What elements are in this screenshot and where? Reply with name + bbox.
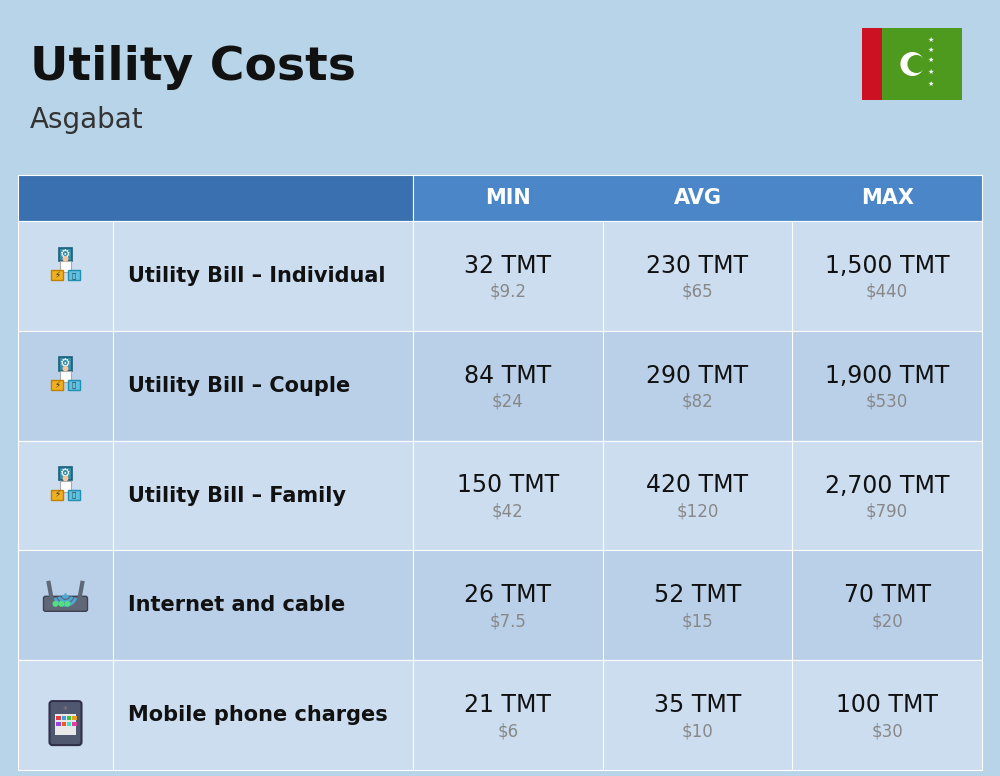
Text: Utility Bill – Family: Utility Bill – Family [128,486,346,505]
Text: 52 TMT: 52 TMT [654,584,741,608]
Text: Utility Bill – Individual: Utility Bill – Individual [128,266,386,286]
Circle shape [63,365,68,372]
Bar [56,715,61,720]
Text: $42: $42 [492,503,524,521]
Text: ⚙: ⚙ [60,467,71,480]
Circle shape [907,55,925,73]
Text: 70 TMT: 70 TMT [844,584,931,608]
FancyBboxPatch shape [50,701,82,745]
Text: $530: $530 [866,393,908,411]
Bar [68,380,80,390]
Bar [68,490,80,500]
Text: ★: ★ [927,81,934,87]
Text: $9.2: $9.2 [489,283,526,301]
Circle shape [63,476,68,481]
Text: $20: $20 [871,612,903,630]
Circle shape [58,601,64,607]
Bar [67,715,71,720]
Text: $30: $30 [871,722,903,740]
Text: 100 TMT: 100 TMT [836,693,938,717]
Bar [60,371,71,382]
Bar [413,175,982,221]
Text: $7.5: $7.5 [489,612,526,630]
Text: $790: $790 [866,503,908,521]
Bar [18,175,413,221]
Circle shape [52,601,58,607]
Bar [18,221,982,331]
Text: $15: $15 [682,612,713,630]
Text: Asgabat: Asgabat [30,106,144,134]
Bar [55,715,76,736]
Bar [18,331,982,441]
Bar [862,28,882,100]
Text: Internet and cable: Internet and cable [128,595,345,615]
Text: ⚙: ⚙ [60,248,71,261]
Text: 150 TMT: 150 TMT [457,473,559,497]
Bar [862,28,962,100]
Bar [18,441,982,550]
Text: 230 TMT: 230 TMT [646,254,749,278]
Bar [60,262,71,272]
Text: 2,700 TMT: 2,700 TMT [825,473,949,497]
Bar [72,715,77,720]
Circle shape [63,256,68,262]
Text: $82: $82 [682,393,713,411]
Circle shape [64,593,67,595]
Circle shape [64,706,67,709]
Text: ★: ★ [927,47,934,53]
Bar [56,722,61,726]
Text: 26 TMT: 26 TMT [464,584,551,608]
Text: $440: $440 [866,283,908,301]
Text: Utility Bill – Couple: Utility Bill – Couple [128,376,350,396]
Text: ⚡: ⚡ [54,380,60,390]
Circle shape [900,52,924,76]
Text: 1,900 TMT: 1,900 TMT [825,364,949,388]
Bar [59,467,72,480]
Text: 84 TMT: 84 TMT [464,364,551,388]
Bar [18,550,982,660]
Circle shape [64,601,70,607]
Text: $65: $65 [682,283,713,301]
Text: AVG: AVG [674,188,722,208]
Bar [59,248,72,261]
Text: 290 TMT: 290 TMT [646,364,749,388]
Text: $120: $120 [676,503,719,521]
Bar [68,270,80,280]
Text: 🚰: 🚰 [72,491,76,498]
Text: ★: ★ [927,57,934,63]
Text: 32 TMT: 32 TMT [464,254,551,278]
Text: 🚰: 🚰 [72,382,76,388]
Text: $6: $6 [497,722,518,740]
Bar [62,722,66,726]
Text: Utility Costs: Utility Costs [30,46,356,91]
Text: MIN: MIN [485,188,531,208]
FancyBboxPatch shape [44,596,88,611]
Bar [51,380,63,390]
Text: 🚰: 🚰 [72,272,76,279]
Text: ★: ★ [927,69,934,75]
Text: 1,500 TMT: 1,500 TMT [825,254,949,278]
Text: $10: $10 [682,722,713,740]
Bar [59,357,72,370]
Bar [60,481,71,491]
Text: $24: $24 [492,393,524,411]
Bar [18,660,982,770]
Bar [72,722,77,726]
Text: ★: ★ [927,37,934,43]
Bar [67,722,71,726]
Text: ⚡: ⚡ [54,490,60,499]
Text: 21 TMT: 21 TMT [464,693,551,717]
Text: ⚡: ⚡ [54,271,60,279]
Text: MAX: MAX [861,188,914,208]
Text: Mobile phone charges: Mobile phone charges [128,705,388,725]
Text: ⚙: ⚙ [60,358,71,370]
Bar [62,715,66,720]
Text: 420 TMT: 420 TMT [646,473,749,497]
Text: 35 TMT: 35 TMT [654,693,741,717]
Bar [51,270,63,280]
Bar [51,490,63,500]
